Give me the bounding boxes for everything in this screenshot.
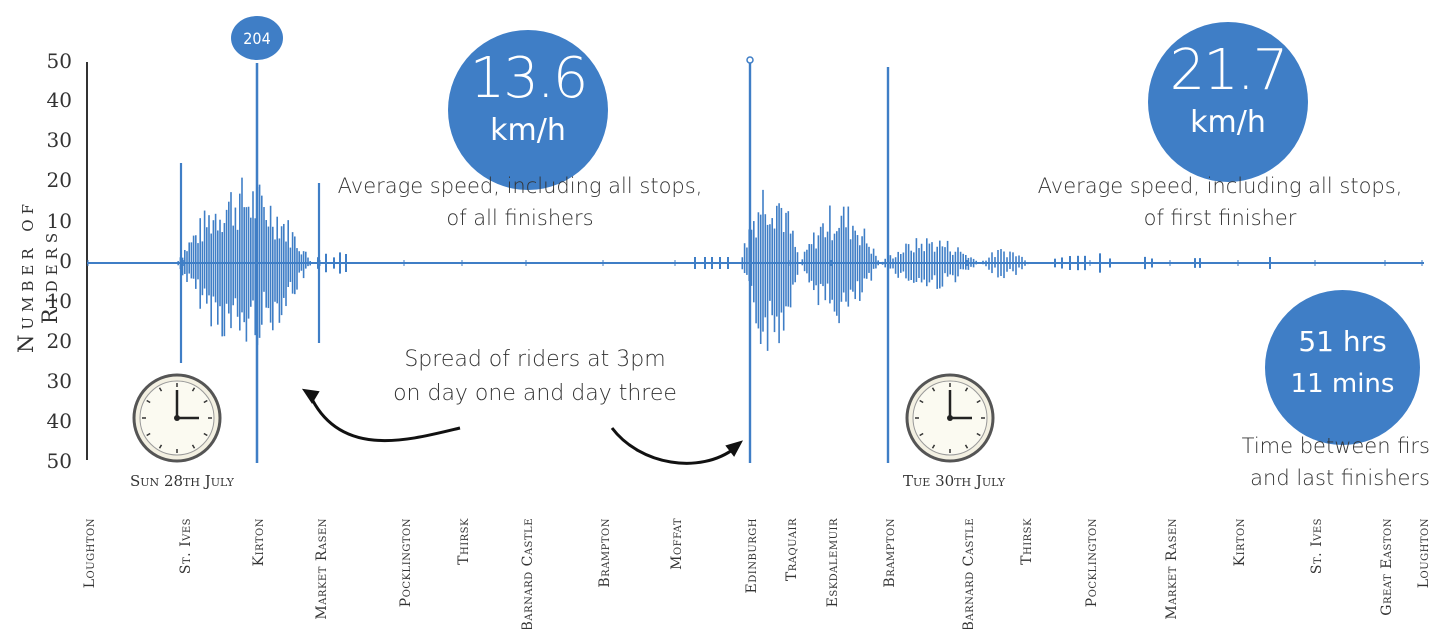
date-label-day3: Tue 30th July (903, 472, 1006, 490)
y-tick-label: 30 (47, 128, 72, 152)
y-tick-label: 20 (47, 168, 72, 192)
location-label: Thirsk (1019, 518, 1035, 565)
avg-speed-first-caption-line1: Average speed, including all stops, (1037, 174, 1403, 198)
arrow-left-head (301, 388, 320, 404)
location-label: Moffat (669, 518, 685, 570)
location-label: Thirsk (456, 518, 472, 565)
y-tick-label: 10 (47, 289, 72, 313)
y-tick-label: 50 (47, 449, 72, 473)
y-tick-label: 40 (47, 409, 72, 433)
location-label: Market Rasen (314, 518, 330, 620)
location-label: Pocklington (1084, 518, 1100, 607)
clock-day3-tick (931, 444, 936, 449)
y-tick-label: 10 (47, 209, 72, 233)
finish-spread-caption-line2: and last finishers (1250, 466, 1430, 490)
spread-annotation-line2: on day one and day three (393, 381, 677, 406)
location-label: Edinburgh (744, 518, 760, 593)
date-label-day1: Sun 28th July (130, 472, 234, 490)
location-label: Barnard Castle (520, 518, 536, 629)
clock-day3-tick (976, 399, 981, 404)
arrow-right (610, 427, 736, 465)
location-label: Traquair (784, 518, 800, 581)
clock-day1-tick (203, 432, 208, 437)
y-tick-label: 50 (47, 49, 72, 73)
location-label: St. Ives (1309, 518, 1325, 574)
clock-day3-tick (919, 399, 924, 404)
clock-day1-tick (146, 432, 151, 437)
location-label: Kirton (1232, 518, 1248, 566)
location-label: Loughton (1416, 518, 1432, 588)
clock-day1-center (174, 415, 180, 421)
y-tick-label: 30 (47, 369, 72, 393)
avg-speed-first-value: 21.7 (1169, 38, 1289, 103)
finish-spread-hours: 51 hrs (1298, 325, 1387, 358)
clock-day1-tick (146, 399, 151, 404)
avg-speed-all-unit: km/h (490, 113, 566, 148)
location-label: Brampton (882, 518, 898, 588)
location-label: St. Ives (178, 518, 194, 574)
avg-speed-first-caption-line2: of first finisher (1143, 206, 1297, 230)
clock-day3-tick (931, 387, 936, 392)
arrow-right-head (725, 440, 744, 457)
avg-speed-all-value: 13.6 (469, 46, 589, 111)
clock-day1-tick (203, 399, 208, 404)
location-label: Great Easton (1379, 518, 1395, 616)
clock-day3-tick (919, 432, 924, 437)
clock-day3-tick (964, 444, 969, 449)
avg-speed-first-unit: km/h (1190, 105, 1266, 140)
location-label: Eskdalemuir (825, 518, 841, 607)
y-tick-label: 40 (47, 88, 72, 112)
avg-speed-all-bubble: 13.6 km/h (448, 30, 608, 190)
spread-annotation-line1: Spread of riders at 3pm (404, 347, 666, 372)
clock-day1-tick (191, 387, 196, 392)
y-tick-label: 0 (59, 249, 72, 273)
location-label: Brampton (597, 518, 613, 588)
avg-speed-first-caption: Average speed, including all stops, of f… (1010, 170, 1430, 234)
arrow-left (308, 394, 461, 443)
peak-marker (231, 16, 283, 60)
y-tick-label: 20 (47, 329, 72, 353)
avg-speed-all-caption-line1: Average speed, including all stops, (337, 174, 703, 198)
clock-day1-tick (158, 387, 163, 392)
clock-day3-center (947, 415, 953, 421)
finish-spread-caption-line1: Time between firs (1241, 434, 1430, 458)
location-label: Loughton (82, 518, 98, 588)
spread-annotation: Spread of riders at 3pm on day one and d… (355, 343, 715, 411)
clock-day3-tick (976, 432, 981, 437)
finish-spread-bubble: 51 hrs 11 mins (1265, 290, 1420, 445)
y-axis-title: Number of Riders (14, 198, 62, 354)
location-label: Market Rasen (1164, 518, 1180, 620)
avg-speed-first-bubble: 21.7 km/h (1148, 22, 1308, 182)
avg-speed-all-caption: Average speed, including all stops, of a… (310, 170, 730, 234)
clock-day1-tick (158, 444, 163, 449)
location-label: Barnard Castle (961, 518, 977, 629)
finish-spread-mins: 11 mins (1290, 369, 1395, 399)
clock-day3-tick (964, 387, 969, 392)
peak-dot (746, 56, 754, 64)
avg-speed-all-caption-line2: of all finishers (446, 206, 594, 230)
clock-day1-tick (191, 444, 196, 449)
finish-spread-caption: Time between firs and last finishers (1225, 430, 1430, 494)
peak-label: 204 (243, 29, 270, 48)
location-label: Kirton (251, 518, 267, 566)
location-label: Pocklington (398, 518, 414, 607)
